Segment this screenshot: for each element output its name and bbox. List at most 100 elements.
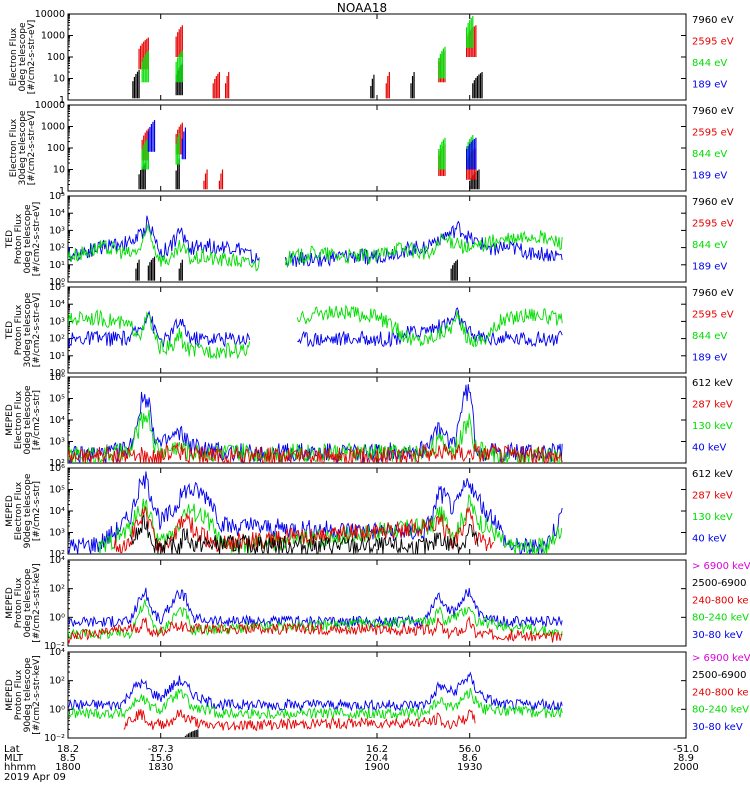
legend-entry: 2595 eV <box>692 37 734 48</box>
panel-frame <box>67 286 687 374</box>
y-tick-label: 10³ <box>49 528 65 539</box>
y-tick-label: 10² <box>49 334 65 345</box>
y-tick-label: 10 <box>53 74 65 85</box>
plot-area <box>68 671 563 738</box>
y-axis-label: 0deg telescope <box>23 385 33 455</box>
series-287 keV <box>68 442 563 463</box>
y-axis-label: [#/cm2-s-str-keV] <box>32 655 42 734</box>
series-189 eV <box>68 307 563 348</box>
series-844 eV <box>68 224 563 272</box>
panel-4: 10⁰ 10¹ 10² 10³ 10⁴ 10⁵ TED Proton Flux 30deg te… <box>5 282 734 379</box>
y-tick-label: 1000 <box>41 122 65 133</box>
legend-entry: 2595 eV <box>692 310 734 321</box>
y-axis-label: MEPED <box>5 679 15 711</box>
legend-entry: 30-80 keV <box>692 630 743 641</box>
series-30-80 keV <box>68 671 563 712</box>
plot-area <box>68 215 563 281</box>
y-tick-label: 10⁴ <box>49 647 65 658</box>
series-240-800 ke <box>123 709 476 732</box>
legend-entry: 189 eV <box>692 353 727 364</box>
y-axis-label: TED <box>5 321 15 340</box>
legend-entry: 189 eV <box>692 171 727 182</box>
legend-entry: 40 keV <box>692 443 726 454</box>
series-130 keV <box>98 494 563 554</box>
legend-entry: 240-800 ke <box>692 687 749 698</box>
panel-frame <box>67 104 687 192</box>
y-axis-label: [#/cm2-s-str] <box>32 390 42 450</box>
y-tick-label: 10⁻² <box>44 733 65 744</box>
y-tick-label: 10⁴ <box>49 208 65 219</box>
y-axis-label: [#/cm2-s-str-eV] <box>27 20 37 95</box>
y-axis-label: 30deg telescope <box>18 110 28 185</box>
y-tick-label: 10² <box>49 243 65 254</box>
legend-entry: 612 keV <box>692 378 733 389</box>
panel-5: 10² 10³ 10⁴ 10⁵ 10⁶ MEPED Electron Flux 0deg te… <box>5 372 733 469</box>
legend-entry: 30-80 keV <box>692 722 743 733</box>
y-tick-label: 10³ <box>49 225 65 236</box>
series-80-240 keV <box>68 687 563 720</box>
y-tick-label: 10⁵ <box>49 191 65 202</box>
y-tick-label: 10⁰ <box>49 277 65 288</box>
legend-entry: 189 eV <box>692 262 727 273</box>
y-tick-label: 100 <box>47 143 65 154</box>
y-tick-label: 100 <box>47 52 65 63</box>
panel-frame <box>67 13 687 101</box>
y-axis-label: [#/cm2-s-str-eV] <box>32 293 42 368</box>
y-tick-label: 10¹ <box>49 351 65 362</box>
legend-entry: 240-800 ke <box>692 595 749 606</box>
y-tick-label: 10² <box>49 676 65 687</box>
y-tick-label: 10⁰ <box>49 368 65 379</box>
x-tick-label: 18.2 <box>57 744 79 755</box>
panel-3: 10⁰ 10¹ 10² 10³ 10⁴ 10⁵ TED Proton Flux 0deg tel… <box>5 191 734 288</box>
y-tick-label: 10⁵ <box>49 485 65 496</box>
y-tick-label: 10⁵ <box>49 394 65 405</box>
x-tick-label: 1830 <box>148 762 173 773</box>
date-label: 2019 Apr 09 <box>4 772 66 783</box>
series-612 keV <box>129 513 479 554</box>
y-axis-label: Electron Flux <box>14 390 24 449</box>
y-tick-label: 10² <box>49 584 65 595</box>
legend-entry: 844 eV <box>692 58 727 69</box>
figure-title: NOAA18 <box>337 1 387 15</box>
y-axis-label: Electron Flux <box>9 118 19 177</box>
y-axis-label: 90deg telescope <box>23 473 33 548</box>
plot-area <box>132 16 483 99</box>
y-tick-label: 10⁴ <box>49 506 65 517</box>
y-axis-label: 0deg telescope <box>23 568 33 638</box>
legend-entry: 2500-6900 <box>692 578 747 589</box>
series-30-80 keV <box>68 587 563 629</box>
x-tick-label: 56.0 <box>459 744 481 755</box>
panel-6: 10² 10³ 10⁴ 10⁵ 10⁶ MEPED Electron Flux 90deg t… <box>5 463 733 560</box>
series-40 keV <box>68 471 563 554</box>
x-tick-label: 8.9 <box>678 753 694 764</box>
y-axis-label: 0deg telescope <box>23 204 33 274</box>
x-axis-footer: Lat 18.2 -87.3 16.2 56.0 -51.0 MLT 8.5 15.6 20.4 8… <box>4 744 699 783</box>
y-tick-label: 10⁴ <box>49 299 65 310</box>
legend-entry: 7960 eV <box>692 15 734 26</box>
y-tick-label: 1 <box>59 186 65 197</box>
legend-entry: 189 eV <box>692 80 727 91</box>
panel-1: 1 10 100 1000 10000 Electron Flux 0deg telesco… <box>9 9 734 106</box>
y-axis-label: 0deg telescope <box>18 22 28 92</box>
y-axis-label: Proton Flux <box>14 213 24 264</box>
legend-entry: 7960 eV <box>692 288 734 299</box>
y-axis-label: Proton Flux <box>14 304 24 355</box>
legend-entry: 7960 eV <box>692 197 734 208</box>
legend-entry: 80-240 keV <box>692 613 749 624</box>
x-tick-label: 1900 <box>364 762 389 773</box>
y-tick-label: 10⁶ <box>49 463 65 474</box>
y-tick-label: 10000 <box>35 100 65 111</box>
y-tick-label: 10³ <box>49 437 65 448</box>
panel-8: 10⁻² 10⁰ 10² 10⁴ MEPED Proton Flux 90deg teles… <box>5 647 750 744</box>
y-axis-label: [#/cm2-s-str-eV] <box>32 202 42 277</box>
legend-entry: 2500-6900 <box>692 670 747 681</box>
legend-entry: 130 keV <box>692 421 733 432</box>
plot-area <box>68 304 563 360</box>
legend-entry: 2595 eV <box>692 219 734 230</box>
y-tick-label: 10² <box>49 549 65 560</box>
x-row-label: hhmm <box>4 762 36 773</box>
y-tick-label: 10¹ <box>49 260 65 271</box>
x-tick-label: 8.5 <box>60 753 76 764</box>
